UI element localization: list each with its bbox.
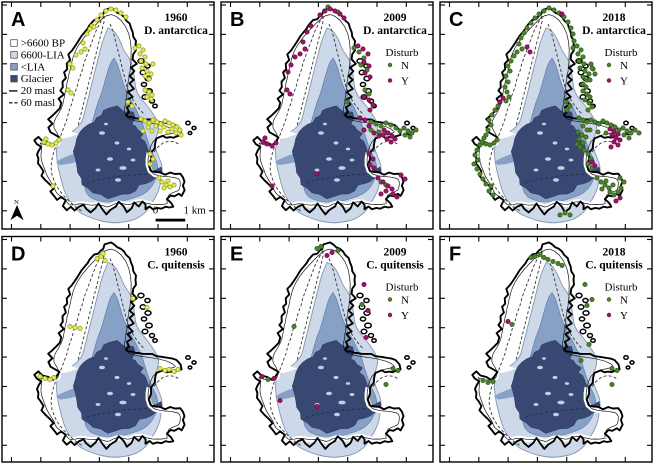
svg-text:A: A — [11, 9, 25, 31]
svg-text:Glacier: Glacier — [21, 73, 54, 85]
svg-text:N: N — [401, 295, 409, 307]
svg-text:D. antarctica: D. antarctica — [144, 25, 208, 37]
svg-text:D: D — [11, 244, 25, 266]
svg-text:Y: Y — [401, 310, 409, 322]
svg-text:C. quitensis: C. quitensis — [147, 260, 205, 272]
svg-text:2018: 2018 — [603, 12, 626, 24]
svg-text:2009: 2009 — [384, 247, 407, 259]
svg-text:C. quitensis: C. quitensis — [366, 260, 424, 272]
svg-text:20 masl: 20 masl — [21, 85, 56, 97]
svg-text:Disturb: Disturb — [605, 282, 639, 294]
svg-text:<LIA: <LIA — [21, 61, 46, 73]
svg-text:N: N — [14, 199, 19, 206]
svg-text:C: C — [449, 9, 463, 31]
svg-text:1960: 1960 — [165, 247, 188, 259]
svg-text:>6600 BP: >6600 BP — [21, 38, 65, 50]
svg-text:60 masl: 60 masl — [21, 97, 56, 109]
svg-text:N: N — [401, 60, 409, 72]
svg-text:1 km: 1 km — [184, 205, 207, 217]
svg-text:Disturb: Disturb — [605, 47, 639, 59]
svg-text:2018: 2018 — [603, 247, 626, 259]
svg-text:C. quitensis: C. quitensis — [585, 260, 643, 272]
svg-text:6600-LIA: 6600-LIA — [21, 49, 65, 61]
svg-text:Disturb: Disturb — [386, 47, 420, 59]
svg-text:0: 0 — [153, 205, 159, 217]
svg-text:D. antarctica: D. antarctica — [582, 25, 646, 37]
svg-text:N: N — [620, 60, 628, 72]
svg-text:F: F — [449, 244, 461, 266]
svg-text:Y: Y — [620, 310, 628, 322]
svg-text:Disturb: Disturb — [386, 282, 420, 294]
svg-text:2009: 2009 — [384, 12, 407, 24]
svg-text:E: E — [230, 244, 243, 266]
svg-text:Y: Y — [401, 76, 409, 88]
svg-text:Y: Y — [620, 76, 628, 88]
svg-text:1960: 1960 — [165, 12, 188, 24]
svg-text:D. antarctica: D. antarctica — [363, 25, 427, 37]
svg-text:B: B — [230, 9, 244, 31]
svg-text:N: N — [620, 295, 628, 307]
